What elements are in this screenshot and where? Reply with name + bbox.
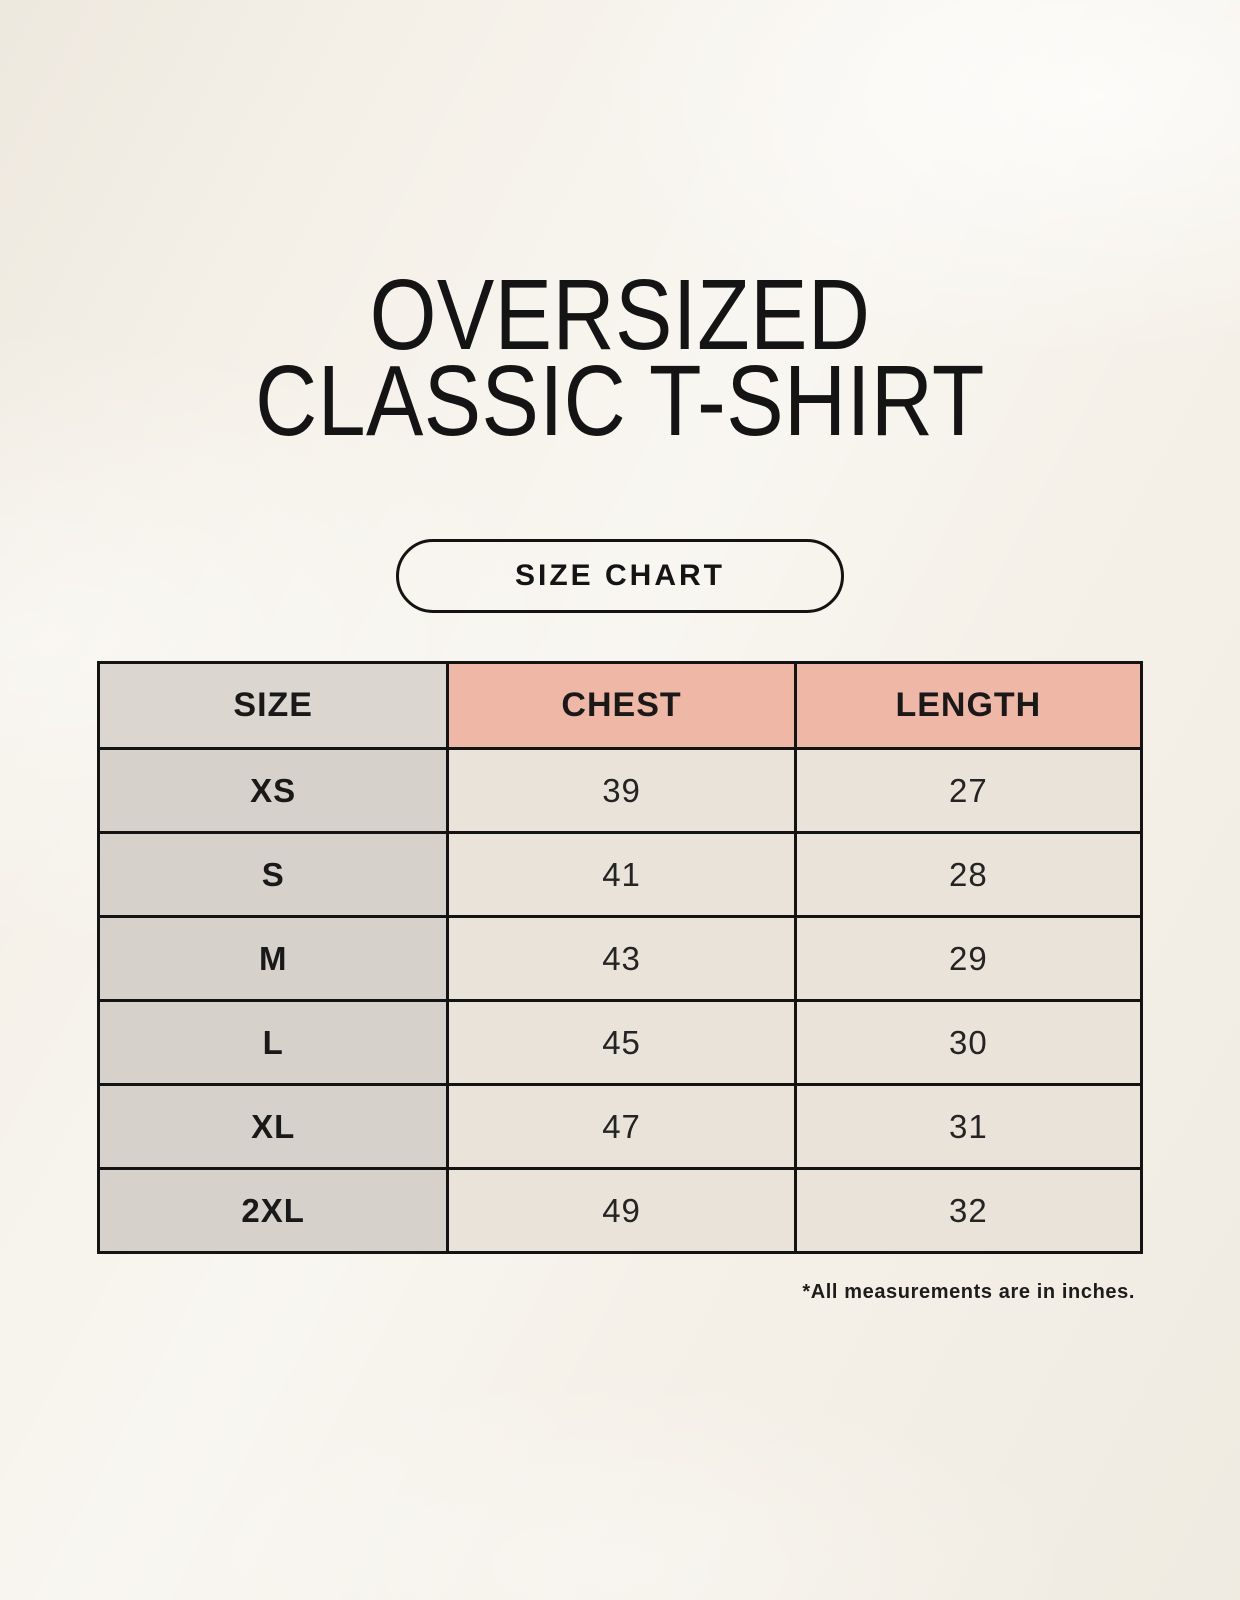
table-row: L 45 30: [96, 999, 1144, 1086]
table-row: S 41 28: [96, 831, 1144, 918]
header-size: SIZE: [96, 661, 450, 750]
length-cell: 29: [793, 915, 1144, 1002]
table-row: 2XL 49 32: [96, 1167, 1144, 1254]
table-row: XL 47 31: [96, 1083, 1144, 1170]
page-title-line1: OVERSIZED: [369, 259, 871, 371]
chest-cell: 39: [446, 747, 797, 834]
size-cell: L: [96, 999, 450, 1086]
page-title: OVERSIZED CLASSIC T-SHIRT: [87, 259, 1153, 457]
size-chart-table-container: SIZE CHEST LENGTH XS 39 27 S 41 28 M 43 …: [96, 661, 1144, 1254]
header-length: LENGTH: [793, 661, 1144, 750]
length-cell: 31: [793, 1083, 1144, 1170]
header-chest: CHEST: [446, 661, 797, 750]
length-cell: 27: [793, 747, 1144, 834]
measurements-footnote: *All measurements are in inches.: [802, 1281, 1135, 1303]
size-cell: S: [96, 831, 450, 918]
chest-cell: 45: [446, 999, 797, 1086]
size-chart-table: SIZE CHEST LENGTH XS 39 27 S 41 28 M 43 …: [96, 661, 1144, 1254]
chest-cell: 47: [446, 1083, 797, 1170]
chest-cell: 43: [446, 915, 797, 1002]
size-cell: M: [96, 915, 450, 1002]
length-cell: 30: [793, 999, 1144, 1086]
table-row: M 43 29: [96, 915, 1144, 1002]
table-header-row: SIZE CHEST LENGTH: [96, 661, 1144, 750]
size-chart-button-label: SIZE CHART: [515, 559, 725, 592]
size-cell: XS: [96, 747, 450, 834]
chest-cell: 49: [446, 1167, 797, 1254]
length-cell: 28: [793, 831, 1144, 918]
table-row: XS 39 27: [96, 747, 1144, 834]
chest-cell: 41: [446, 831, 797, 918]
length-cell: 32: [793, 1167, 1144, 1254]
page-title-line2: CLASSIC T-SHIRT: [255, 345, 985, 457]
size-cell: XL: [96, 1083, 450, 1170]
size-chart-button[interactable]: SIZE CHART: [396, 539, 844, 613]
size-cell: 2XL: [96, 1167, 450, 1254]
